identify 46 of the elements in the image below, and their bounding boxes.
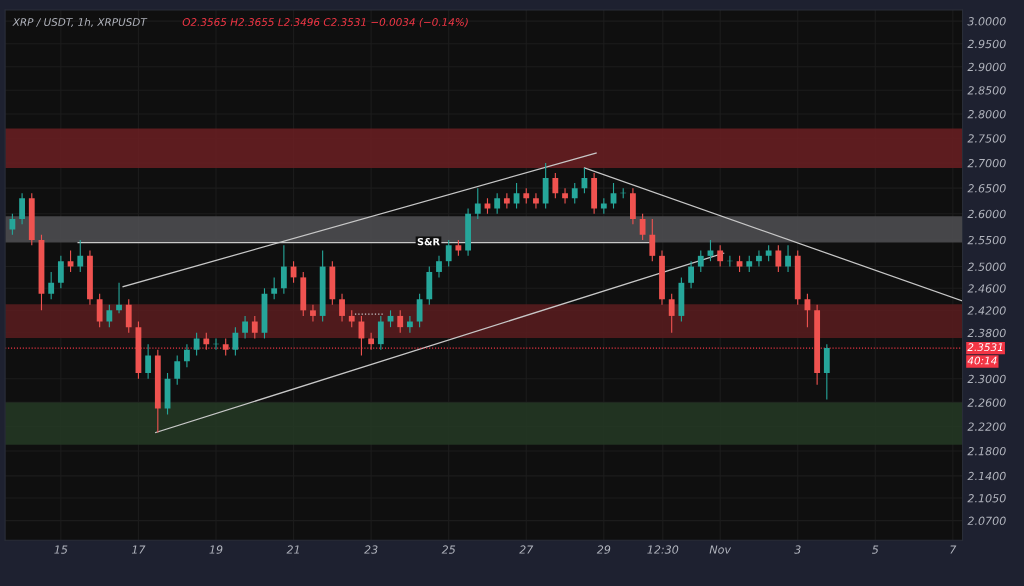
y-tick-label: 2.4600 [967, 284, 1006, 293]
x-tick-label: 15 [54, 545, 68, 554]
x-tick-label: 29 [596, 545, 611, 554]
x-tick-label: 23 [364, 545, 378, 554]
candlestick [474, 187, 481, 220]
y-tick-label: 2.4200 [967, 306, 1006, 315]
y-tick-label: 2.5500 [967, 235, 1006, 245]
text: 40:14 [967, 356, 997, 365]
y-tick-label: 2.7000 [967, 158, 1006, 168]
candlestick [106, 304, 113, 328]
candlestick [222, 337, 229, 357]
y-tick-label: 2.2200 [967, 422, 1006, 431]
y-tick-label: 2.2600 [967, 398, 1006, 407]
x-tick-label: 5 [871, 545, 879, 554]
x-tick-label: 21 [286, 545, 299, 554]
x-tick-label: 3 [794, 545, 801, 554]
y-tick-label: 2.9000 [967, 62, 1006, 72]
x-tick-label: 19 [209, 545, 223, 554]
x-tick-label: 25 [441, 545, 456, 554]
candlestick [600, 197, 607, 215]
y-tick-label: 2.1050 [967, 494, 1006, 503]
x-tick-label: 17 [131, 545, 146, 554]
candlestick [193, 332, 200, 357]
y-tick-label: 2.8500 [967, 86, 1006, 95]
text: O2.3565 H2.3655 L2.3496 C2.3531 −0.0034 (−0.14%) [182, 17, 468, 28]
y-tick-label: 2.1800 [967, 446, 1006, 456]
candlestick [494, 192, 501, 215]
x-tick-label: Nov [709, 545, 732, 554]
y-tick-label: 3.0000 [967, 17, 1006, 26]
ref-line-label: 2.3531 [967, 343, 1003, 352]
y-tick-label: 2.8000 [967, 109, 1006, 119]
text: XRP / USDT, 1h, XRPUSDT [12, 17, 148, 28]
y-tick-label: 2.1400 [967, 471, 1006, 481]
x-tick-label: 27 [519, 545, 534, 554]
y-tick-label: 2.5000 [967, 262, 1006, 271]
candlestick [271, 276, 278, 300]
y-tick-label: 2.6500 [967, 184, 1006, 193]
annotation: S&R [417, 238, 440, 246]
y-tick-label: 2.0700 [967, 516, 1006, 526]
y-tick-label: 2.3800 [967, 328, 1006, 338]
y-tick-label: 2.7500 [967, 134, 1006, 143]
y-tick-label: 2.6000 [967, 209, 1006, 219]
y-tick-label: 2.9500 [967, 39, 1006, 49]
x-tick-label: 7 [950, 545, 957, 554]
x-tick-label: 12:30 [647, 545, 679, 554]
y-tick-label: 2.3000 [967, 374, 1006, 384]
